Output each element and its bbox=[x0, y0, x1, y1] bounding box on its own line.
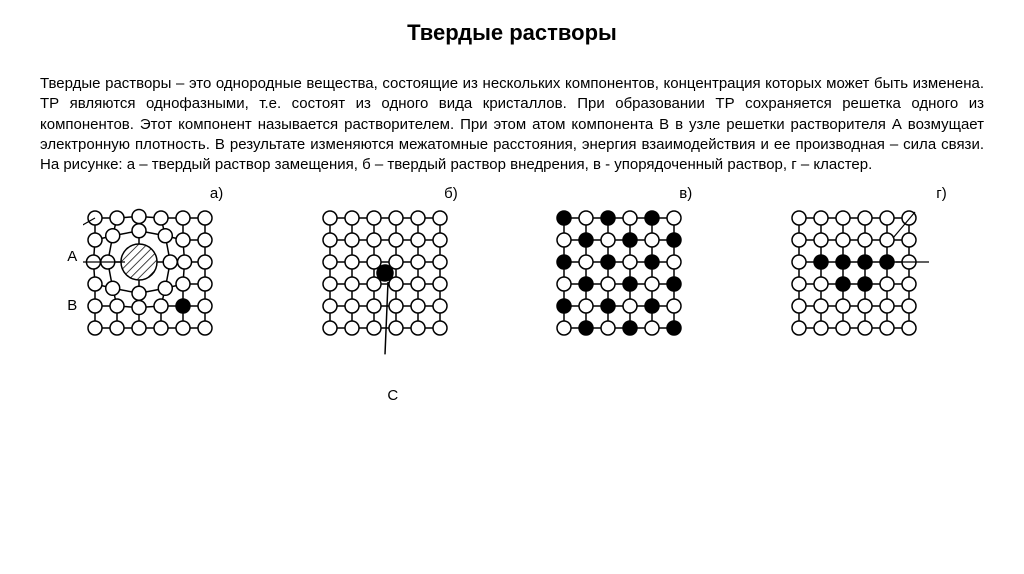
label-g: г) bbox=[936, 185, 956, 202]
diagram-v: в) bbox=[552, 185, 702, 356]
diagram-b: б) С bbox=[318, 185, 468, 404]
body-paragraph: Твердые растворы – это однородные вещест… bbox=[40, 74, 984, 175]
label-B: В bbox=[67, 297, 77, 314]
diagram-a: а) А В bbox=[67, 185, 233, 356]
label-a: а) bbox=[210, 185, 233, 202]
diagrams-row: а) А В б) С в) г) bbox=[40, 185, 984, 404]
label-b: б) bbox=[444, 185, 468, 202]
lattice-v bbox=[552, 206, 702, 356]
lattice-g bbox=[787, 206, 957, 356]
lattice-a bbox=[83, 206, 233, 356]
page-title: Твердые растворы bbox=[40, 20, 984, 46]
label-C: С bbox=[387, 387, 398, 404]
label-A: А bbox=[67, 248, 77, 265]
label-v: в) bbox=[679, 185, 702, 202]
diagram-g: г) bbox=[787, 185, 957, 356]
lattice-b bbox=[318, 206, 468, 381]
